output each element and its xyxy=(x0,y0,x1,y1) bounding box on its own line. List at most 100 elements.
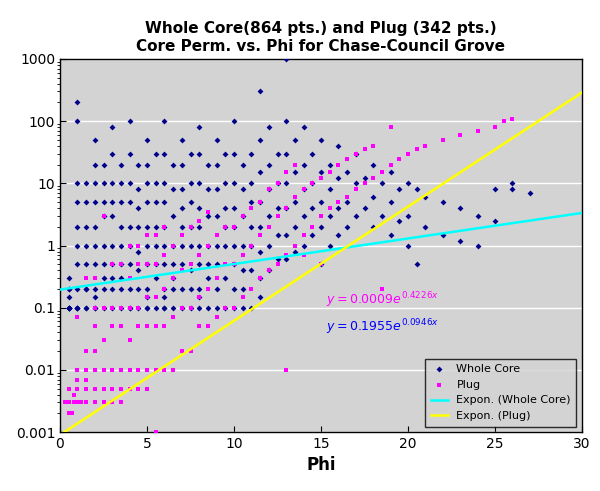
Whole Core xyxy=(194,223,204,231)
Whole Core xyxy=(73,285,82,293)
Whole Core xyxy=(125,198,134,206)
Whole Core xyxy=(116,285,126,293)
Plug xyxy=(107,304,117,312)
Whole Core xyxy=(421,223,430,231)
Whole Core xyxy=(299,186,308,193)
Whole Core xyxy=(160,260,169,268)
Whole Core xyxy=(316,168,326,176)
Plug xyxy=(151,260,161,268)
Whole Core xyxy=(455,237,465,245)
Whole Core xyxy=(64,304,74,312)
Whole Core xyxy=(125,260,134,268)
Plug xyxy=(142,260,152,268)
Plug xyxy=(64,384,74,392)
Whole Core xyxy=(90,179,100,187)
Whole Core xyxy=(299,212,308,220)
Plug xyxy=(98,366,109,374)
Whole Core xyxy=(256,136,265,144)
Whole Core xyxy=(142,285,152,293)
Whole Core xyxy=(351,212,361,220)
Whole Core xyxy=(107,150,117,158)
Whole Core xyxy=(134,223,143,231)
Whole Core xyxy=(73,304,82,312)
Plug xyxy=(229,304,239,312)
Text: $y = 0.1955e^{0.0946x}$: $y = 0.1955e^{0.0946x}$ xyxy=(326,317,439,337)
Whole Core xyxy=(107,274,117,282)
Whole Core xyxy=(186,285,196,293)
Plug xyxy=(438,136,448,144)
Whole Core xyxy=(160,304,169,312)
Whole Core xyxy=(221,150,230,158)
Plug xyxy=(151,428,161,436)
Whole Core xyxy=(194,285,204,293)
Plug xyxy=(351,150,361,158)
Plug xyxy=(212,231,221,239)
Plug xyxy=(90,399,100,407)
Whole Core xyxy=(90,136,100,144)
X-axis label: Phi: Phi xyxy=(306,457,336,474)
Plug xyxy=(73,366,82,374)
Whole Core xyxy=(351,179,361,187)
Whole Core xyxy=(412,186,421,193)
Whole Core xyxy=(90,304,100,312)
Whole Core xyxy=(151,242,161,249)
Whole Core xyxy=(125,117,134,125)
Whole Core xyxy=(142,198,152,206)
Whole Core xyxy=(194,260,204,268)
Plug xyxy=(272,179,283,187)
Plug xyxy=(90,274,100,282)
Whole Core xyxy=(264,266,274,274)
Plug xyxy=(116,304,126,312)
Whole Core xyxy=(194,204,204,212)
Whole Core xyxy=(98,274,109,282)
Expon. (Plug) xyxy=(566,98,573,104)
Whole Core xyxy=(238,242,248,249)
Whole Core xyxy=(281,55,291,63)
Whole Core xyxy=(98,212,109,220)
Plug xyxy=(98,212,109,220)
Whole Core xyxy=(299,242,308,249)
Whole Core xyxy=(116,242,126,249)
Whole Core xyxy=(221,242,230,249)
Plug xyxy=(134,242,143,249)
Whole Core xyxy=(73,223,82,231)
Whole Core xyxy=(160,223,169,231)
Plug xyxy=(256,274,265,282)
Whole Core xyxy=(177,204,187,212)
Plug xyxy=(290,161,300,168)
Expon. (Whole Core) xyxy=(339,245,346,251)
Whole Core xyxy=(256,223,265,231)
Whole Core xyxy=(64,304,74,312)
Whole Core xyxy=(186,150,196,158)
Whole Core xyxy=(90,304,100,312)
Whole Core xyxy=(73,198,82,206)
Plug xyxy=(177,231,187,239)
Whole Core xyxy=(116,223,126,231)
Plug xyxy=(64,399,74,407)
Whole Core xyxy=(125,304,134,312)
Whole Core xyxy=(342,168,352,176)
Whole Core xyxy=(307,204,317,212)
Whole Core xyxy=(168,285,178,293)
Whole Core xyxy=(160,242,169,249)
Plug xyxy=(281,366,291,374)
Whole Core xyxy=(229,242,239,249)
Whole Core xyxy=(116,274,126,282)
Whole Core xyxy=(221,179,230,187)
Plug xyxy=(160,251,169,259)
Plug xyxy=(316,174,326,182)
Whole Core xyxy=(403,212,413,220)
Whole Core xyxy=(177,186,187,193)
Whole Core xyxy=(438,198,448,206)
Whole Core xyxy=(134,204,143,212)
Plug xyxy=(395,155,404,163)
Plug xyxy=(69,391,79,399)
Whole Core xyxy=(90,198,100,206)
Whole Core xyxy=(177,161,187,168)
Whole Core xyxy=(142,304,152,312)
Whole Core xyxy=(64,293,74,300)
Plug xyxy=(168,366,178,374)
Plug xyxy=(186,347,196,355)
Plug xyxy=(368,174,378,182)
Whole Core xyxy=(316,198,326,206)
